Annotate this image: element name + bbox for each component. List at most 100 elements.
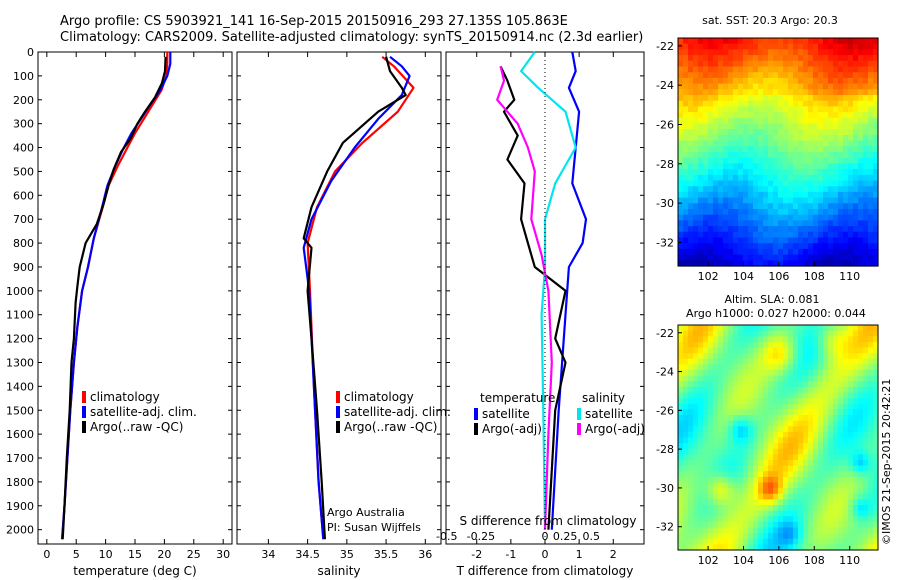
heat-cell: [758, 465, 764, 472]
heat-cell: [788, 527, 794, 534]
heat-cell: [793, 49, 799, 56]
heat-cell: [868, 347, 874, 354]
heat-cell: [753, 140, 759, 147]
heat-cell: [703, 134, 709, 142]
heat-cell: [713, 60, 719, 68]
heat-cell: [728, 488, 734, 495]
heat-cell: [773, 72, 779, 79]
heat-cell: [848, 191, 854, 199]
heat-cell: [788, 95, 794, 102]
heat-cell: [848, 254, 854, 261]
heat-cell: [853, 493, 859, 500]
heat-cell: [858, 152, 864, 159]
heat-cell: [848, 123, 854, 130]
heat-cell: [688, 66, 694, 73]
heat-cell: [688, 83, 694, 90]
heat-cell: [813, 95, 819, 102]
heat-cell: [858, 83, 864, 90]
heat-cell: [723, 83, 729, 90]
heat-cell: [783, 516, 789, 523]
heat-cell: [868, 197, 874, 204]
heat-cell: [803, 174, 809, 182]
heat-cell: [698, 95, 704, 102]
heat-cell: [858, 443, 864, 450]
heat-cell: [738, 358, 744, 365]
heat-cell: [743, 180, 749, 187]
heat-cell: [683, 538, 689, 545]
heat-cell: [688, 38, 694, 45]
heat-cell: [808, 533, 814, 540]
heat-cell: [713, 403, 719, 410]
heat-cell: [743, 499, 749, 506]
heat-cell: [698, 197, 704, 204]
heat-cell: [728, 49, 734, 56]
heat-cell: [718, 157, 724, 164]
heat-cell: [698, 243, 704, 250]
heat-cell: [773, 392, 779, 399]
heat-cell: [743, 398, 749, 405]
heat-cell: [728, 527, 734, 534]
heat-cell: [823, 163, 829, 170]
heat-cell: [678, 163, 684, 170]
heat-cell: [818, 370, 824, 377]
heat-cell: [713, 325, 719, 332]
heat-cell: [828, 505, 834, 512]
heat-cell: [718, 465, 724, 472]
heat-cell: [763, 260, 769, 267]
heat-cell: [703, 100, 709, 107]
heat-cell: [798, 538, 804, 545]
heat-cell: [828, 325, 834, 332]
heat-cell: [868, 186, 874, 193]
heat-cell: [848, 347, 854, 354]
heat-cell: [758, 209, 764, 216]
heat-cell: [723, 375, 729, 382]
heat-cell: [683, 220, 689, 227]
heat-cell: [868, 364, 874, 371]
heat-cell: [703, 415, 709, 422]
heat-cell: [718, 95, 724, 102]
heat-cell: [768, 330, 774, 337]
heat-cell: [703, 448, 709, 455]
heat-cell: [828, 134, 834, 142]
heat-cell: [703, 197, 709, 204]
heat-cell: [683, 129, 689, 136]
heat-cell: [693, 505, 699, 512]
heat-cell: [788, 248, 794, 256]
heat-cell: [698, 43, 704, 50]
heat-cell: [838, 386, 844, 394]
heat-cell: [703, 186, 709, 193]
heat-cell: [788, 516, 794, 523]
heat-cell: [718, 448, 724, 455]
heat-cell: [833, 398, 839, 405]
heat-cell: [848, 353, 854, 360]
heat-cell: [703, 117, 709, 125]
heat-cell: [823, 220, 829, 227]
heat-cell: [858, 254, 864, 261]
heat-cell: [743, 521, 749, 529]
heat-cell: [728, 129, 734, 136]
heat-cell: [713, 505, 719, 512]
heat-cell: [803, 66, 809, 73]
heat-cell: [733, 140, 739, 147]
heat-cell: [723, 60, 729, 68]
heat-cell: [768, 510, 774, 517]
heat-cell: [778, 448, 784, 455]
heat-cell: [773, 538, 779, 545]
heat-cell: [793, 415, 799, 422]
heat-cell: [763, 72, 769, 79]
heat-cell: [808, 43, 814, 50]
heat-cell: [703, 66, 709, 73]
heat-cell: [868, 260, 874, 267]
heat-cell: [793, 336, 799, 343]
heat-cell: [768, 191, 774, 199]
heat-cell: [858, 209, 864, 216]
heat-cell: [788, 398, 794, 405]
heat-cell: [708, 226, 714, 233]
heat-cell: [693, 38, 699, 45]
heat-cell: [848, 538, 854, 545]
heat-cell: [828, 95, 834, 102]
heat-cell: [748, 403, 754, 410]
y-tick-label: -28: [656, 443, 674, 456]
heat-cell: [833, 191, 839, 199]
heat-cell: [693, 163, 699, 170]
